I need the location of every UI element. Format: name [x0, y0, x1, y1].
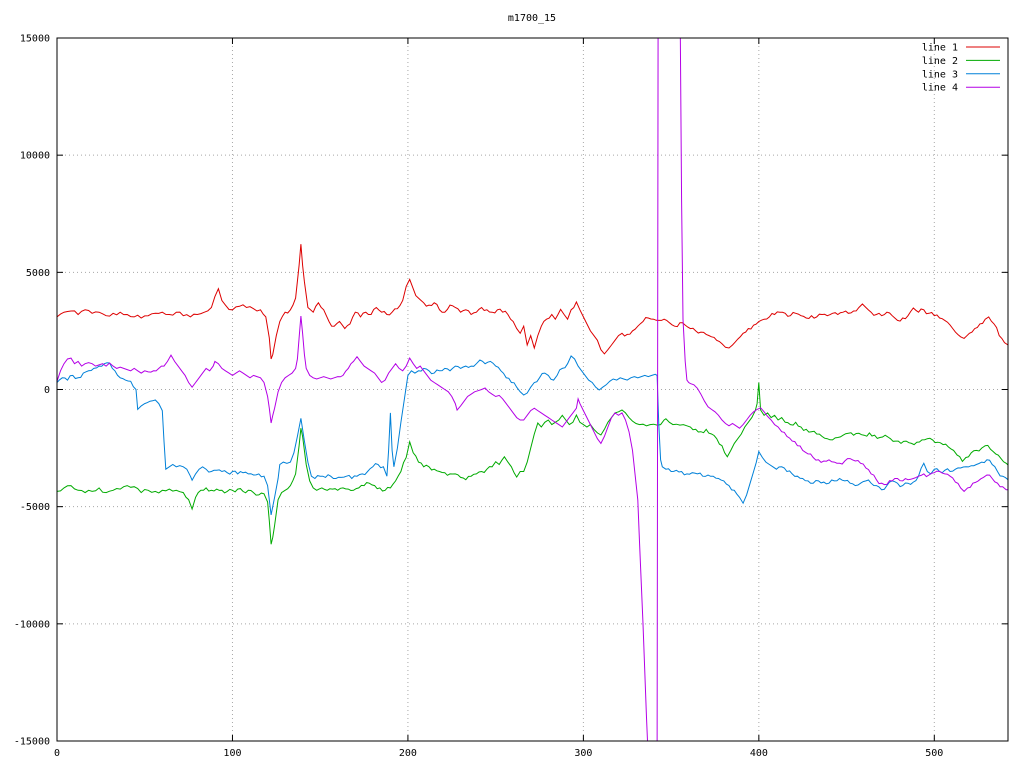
y-tick-label: -5000 [20, 502, 50, 513]
series-line-4 [57, 38, 1008, 741]
x-tick-label: 200 [399, 748, 417, 759]
y-tick-label: 10000 [20, 151, 50, 162]
legend-label: line 1 [922, 43, 958, 54]
grid-lines [57, 38, 1008, 741]
y-tick-label: 15000 [20, 34, 50, 45]
series-lines [57, 38, 1008, 741]
series-line-2 [57, 382, 1008, 545]
x-tick-label: 500 [925, 748, 943, 759]
legend-label: line 4 [922, 83, 958, 94]
x-tick-label: 400 [750, 748, 768, 759]
legend-label: line 2 [922, 56, 958, 67]
chart-title: m1700_15 [508, 13, 556, 24]
x-tick-label: 0 [54, 748, 60, 759]
series-line-3 [57, 355, 1008, 515]
legend: line 1 line 2 line 3 line 4 [922, 43, 1000, 94]
y-tick-label: -10000 [14, 619, 50, 630]
y-tick-label: 5000 [26, 268, 50, 279]
axes: 0 100 200 300 400 500 -15000 -10000 -5000 0 5000 10… [14, 34, 1009, 759]
x-tick-label: 100 [223, 748, 241, 759]
y-tick-label: -15000 [14, 737, 50, 748]
x-tick-label: 300 [574, 748, 592, 759]
series-line-1 [57, 244, 1008, 360]
legend-label: line 3 [922, 69, 958, 80]
y-tick-label: 0 [44, 385, 50, 396]
